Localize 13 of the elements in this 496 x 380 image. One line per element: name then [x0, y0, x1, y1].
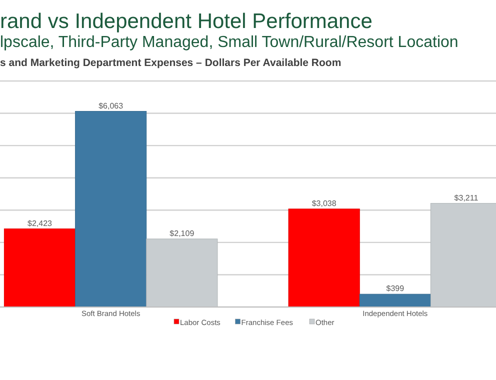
- data-label: $3,038: [312, 198, 337, 208]
- chart-title: rand vs Independent Hotel Performance: [0, 10, 372, 33]
- text: s and Marketing Department Expenses – Dollars Per Available Room: [0, 57, 342, 69]
- bar: [288, 208, 360, 308]
- data-label: $2,423: [28, 218, 53, 228]
- bar: [4, 228, 76, 308]
- chart-subtitle: lpscale, Third-Party Managed, Small Town/Rural/Resort Location: [0, 34, 458, 51]
- data-label: $6,063: [98, 101, 124, 110]
- bar: [359, 294, 431, 308]
- data-label: $3,211: [454, 193, 479, 202]
- data-label: $2,109: [170, 228, 195, 238]
- bar: [75, 111, 147, 308]
- data-label: $399: [386, 284, 405, 294]
